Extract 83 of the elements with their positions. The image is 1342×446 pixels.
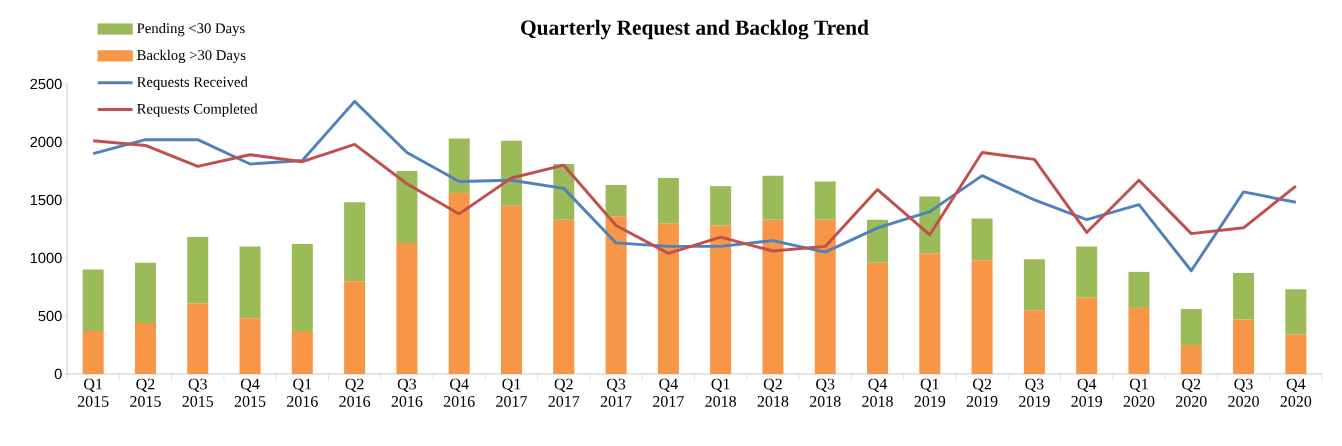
bar	[553, 219, 575, 374]
x-tick-label: Q4 2016	[443, 378, 475, 407]
bar	[919, 253, 941, 374]
x-tick-label: Q1 2015	[77, 378, 109, 407]
bar	[710, 186, 732, 226]
x-tick-label: Q1 2017	[496, 378, 528, 407]
legend-label: Pending <30 Days	[137, 22, 245, 37]
x-tick-label: Q2 2020	[1175, 378, 1207, 407]
bar	[1128, 307, 1150, 374]
x-tick-label: Q2 2018	[757, 378, 789, 407]
bar	[82, 331, 104, 374]
x-tick-label: Q4 2017	[653, 378, 684, 407]
bar	[762, 219, 784, 374]
bar	[1233, 273, 1255, 320]
x-tick-label: Q1 2019	[914, 378, 946, 407]
bar	[1285, 289, 1307, 335]
y-tick-label: 500	[38, 310, 62, 322]
bar	[344, 202, 366, 282]
bar	[1180, 309, 1202, 345]
bar	[396, 170, 418, 243]
x-tick-label: Q1 2018	[705, 378, 737, 407]
bar	[657, 223, 679, 374]
line-series	[91, 139, 1298, 255]
legend-label: Backlog >30 Days	[137, 49, 246, 64]
bar	[134, 262, 156, 323]
bar	[1180, 344, 1202, 374]
bar	[605, 184, 627, 217]
bar	[867, 219, 889, 263]
bar	[1076, 246, 1098, 298]
y-tick-label: 1500	[30, 194, 62, 206]
x-tick-label: Q4 2020	[1280, 378, 1312, 407]
x-tick-label: Q3 2018	[809, 378, 841, 407]
bar	[814, 219, 836, 374]
bar	[82, 269, 104, 332]
x-tick-label: Q1 2020	[1123, 378, 1155, 407]
bar	[448, 138, 470, 194]
x-tick-label: Q1 2016	[287, 378, 318, 407]
bar	[187, 303, 209, 374]
bar	[1023, 310, 1045, 374]
legend-label: Requests Received	[137, 76, 248, 90]
bar	[867, 262, 889, 374]
bar	[762, 175, 784, 220]
x-tick-label: Q3 2020	[1228, 378, 1259, 407]
y-tick-label: 2500	[30, 78, 62, 90]
bar	[291, 244, 313, 332]
bar	[814, 181, 836, 220]
bar	[500, 205, 522, 374]
bar	[1285, 334, 1307, 374]
x-tick-label: Q4 2018	[862, 378, 893, 407]
bar	[1128, 271, 1150, 308]
x-tick-label: Q3 2019	[1019, 378, 1050, 407]
bar	[239, 246, 261, 319]
x-tick-label: Q2 2019	[966, 378, 998, 407]
bar	[1076, 297, 1098, 374]
chart-title: Quarterly Request and Backlog Trend	[521, 19, 869, 40]
bar	[500, 140, 522, 206]
x-tick-label: Q3 2015	[182, 378, 214, 407]
bar	[448, 193, 470, 374]
bar	[396, 242, 418, 374]
bar	[971, 260, 993, 374]
bar	[344, 281, 366, 374]
bar	[1233, 319, 1255, 374]
y-tick-label: 1000	[30, 252, 62, 264]
bar	[239, 318, 261, 374]
bar	[710, 225, 732, 374]
x-tick-label: Q4 2015	[234, 378, 266, 407]
x-tick-label: Q2 2016	[339, 378, 371, 407]
bar	[657, 177, 679, 224]
bar	[134, 322, 156, 374]
line-series	[91, 99, 1298, 273]
y-tick-label: 2000	[30, 136, 62, 148]
bar	[187, 237, 209, 304]
bar	[971, 218, 993, 261]
x-tick-label: Q2 2015	[130, 378, 161, 407]
x-tick-label: Q3 2016	[391, 378, 423, 407]
legend-label: Requests Completed	[137, 103, 258, 117]
x-tick-label: Q2 2017	[548, 378, 580, 407]
bar	[1023, 259, 1045, 311]
x-tick-label: Q4 2019	[1071, 378, 1103, 407]
bar	[291, 331, 313, 374]
bar	[605, 216, 627, 374]
x-tick-label: Q3 2017	[600, 378, 632, 407]
y-tick-label: 0	[54, 368, 62, 380]
